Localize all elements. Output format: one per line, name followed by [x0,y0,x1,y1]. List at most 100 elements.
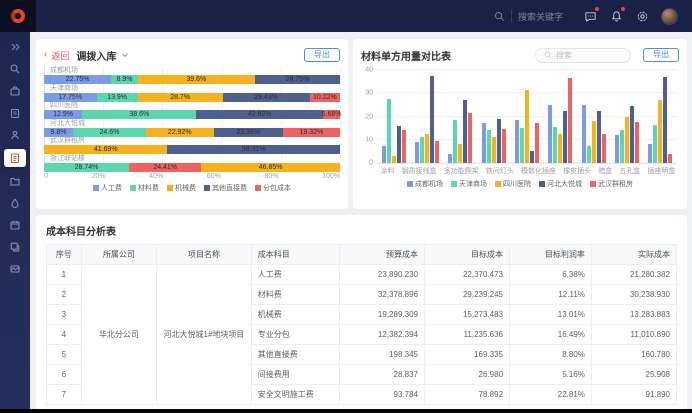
bar[interactable] [514,120,519,163]
bar[interactable] [629,106,634,163]
bar[interactable] [401,130,406,163]
legend-item[interactable]: 天津商场 [451,179,487,189]
app-logo[interactable] [0,0,36,32]
bar[interactable] [591,121,596,163]
sidebar-cost-report-icon-active[interactable] [4,149,26,167]
bar[interactable] [453,120,458,163]
bar-segment[interactable]: 23.36% [213,127,283,137]
bar[interactable] [434,140,439,163]
sidebar-droplet-icon[interactable] [4,195,26,211]
export-button-left[interactable]: 导出 [304,48,340,62]
bar[interactable] [424,133,429,163]
bar-segment[interactable]: 19.32% [282,127,340,137]
legend-item[interactable]: 分包成本 [255,183,291,193]
bar[interactable] [663,76,668,163]
legend-item[interactable]: 机械费 [167,183,196,193]
sidebar-expand-icon[interactable] [4,39,26,55]
bar[interactable] [586,145,591,163]
user-avatar[interactable] [661,7,678,25]
bar-segment[interactable]: 38.6% [82,110,197,119]
bar[interactable] [491,137,496,163]
bar[interactable] [568,78,573,163]
bar[interactable] [534,123,539,163]
bar-segment[interactable]: 42.82% [196,110,324,119]
legend-item[interactable]: 四川医院 [495,179,531,189]
bar[interactable] [634,122,639,163]
bar[interactable] [601,133,606,163]
sidebar-folder-icon[interactable] [4,173,26,189]
bar[interactable] [658,100,663,163]
bar-segment[interactable]: 39.6% [137,75,255,84]
bar-segment[interactable]: 22.75% [44,75,112,84]
bar-segment[interactable]: 28.75% [254,75,340,84]
bar-segment[interactable]: 58.31% [167,145,340,154]
bar[interactable] [558,133,563,163]
bar[interactable] [381,145,386,163]
bar[interactable] [614,135,619,163]
bar[interactable] [519,128,524,163]
back-arrow-icon[interactable]: ‹ [44,49,48,60]
bar-segment[interactable]: 9.8% [44,127,73,137]
sidebar-user-icon[interactable] [4,127,26,143]
legend-item[interactable]: 武汉群租房 [590,179,633,189]
legend-item[interactable]: 河北大悦城 [539,179,582,189]
bar[interactable] [624,116,629,163]
bar[interactable] [386,99,391,163]
global-search[interactable]: 搜索关键字 [494,10,563,23]
bar[interactable] [648,144,653,163]
legend-item[interactable]: 材料费 [130,183,159,193]
bar[interactable] [653,124,658,163]
sidebar-copy-icon[interactable] [4,239,26,255]
bar-segment[interactable]: 28.7% [137,92,223,102]
bar-segment[interactable]: 10.22% [309,92,340,102]
bar-segment[interactable]: 17.75% [44,92,97,102]
message-icon[interactable] [583,7,599,23]
bar[interactable] [496,118,501,163]
bar-segment[interactable]: 46.85% [201,162,340,172]
legend-item[interactable]: 成都机场 [407,179,443,189]
bar-segment[interactable]: 8.9% [111,75,138,84]
sidebar-calendar-icon[interactable] [4,217,26,233]
bar[interactable] [668,153,673,163]
bar[interactable] [391,156,396,163]
bar-segment[interactable]: 24.6% [73,127,146,137]
sidebar-briefcase-icon[interactable] [4,83,26,99]
gear-icon[interactable] [635,9,649,23]
bar[interactable] [596,110,601,163]
sidebar-search-icon[interactable] [4,61,26,77]
bar-segment[interactable]: 24.41% [129,162,202,172]
bar[interactable] [396,125,401,163]
bar[interactable] [563,110,568,163]
bar[interactable] [524,89,529,163]
bar[interactable] [581,104,586,163]
sidebar-layers-icon[interactable] [4,261,26,277]
legend-item[interactable]: 人工费 [93,183,122,193]
bar[interactable] [486,130,491,163]
bar[interactable] [619,130,624,163]
bar-segment[interactable]: 5.68% [321,110,342,119]
bar-segment[interactable]: 12.9% [44,110,83,119]
chevron-down-icon[interactable] [121,51,129,59]
panel-search-input[interactable]: 搜索 [535,47,631,63]
bar[interactable] [429,75,434,163]
bar[interactable] [529,151,534,163]
bar[interactable] [419,137,424,163]
bar[interactable] [468,113,473,163]
bar[interactable] [553,126,558,163]
bar[interactable] [501,129,506,163]
bar[interactable] [448,153,453,163]
bar-segment[interactable]: 22.92% [145,127,214,137]
legend-item[interactable]: 其他直接费 [204,183,247,193]
bar[interactable] [463,100,468,163]
sidebar-clipboard-icon[interactable] [4,105,26,121]
bar-segment[interactable]: 28.74% [44,162,130,172]
bar[interactable] [481,123,486,163]
bell-icon[interactable] [609,7,625,23]
bar-segment[interactable]: 29.43% [222,92,310,102]
bar[interactable] [548,104,553,163]
back-button[interactable]: 返回 [51,50,70,61]
export-button-right[interactable]: 导出 [643,48,679,62]
bar[interactable] [414,142,419,163]
bar-segment[interactable]: 41.69% [44,145,168,154]
bar[interactable] [458,144,463,163]
